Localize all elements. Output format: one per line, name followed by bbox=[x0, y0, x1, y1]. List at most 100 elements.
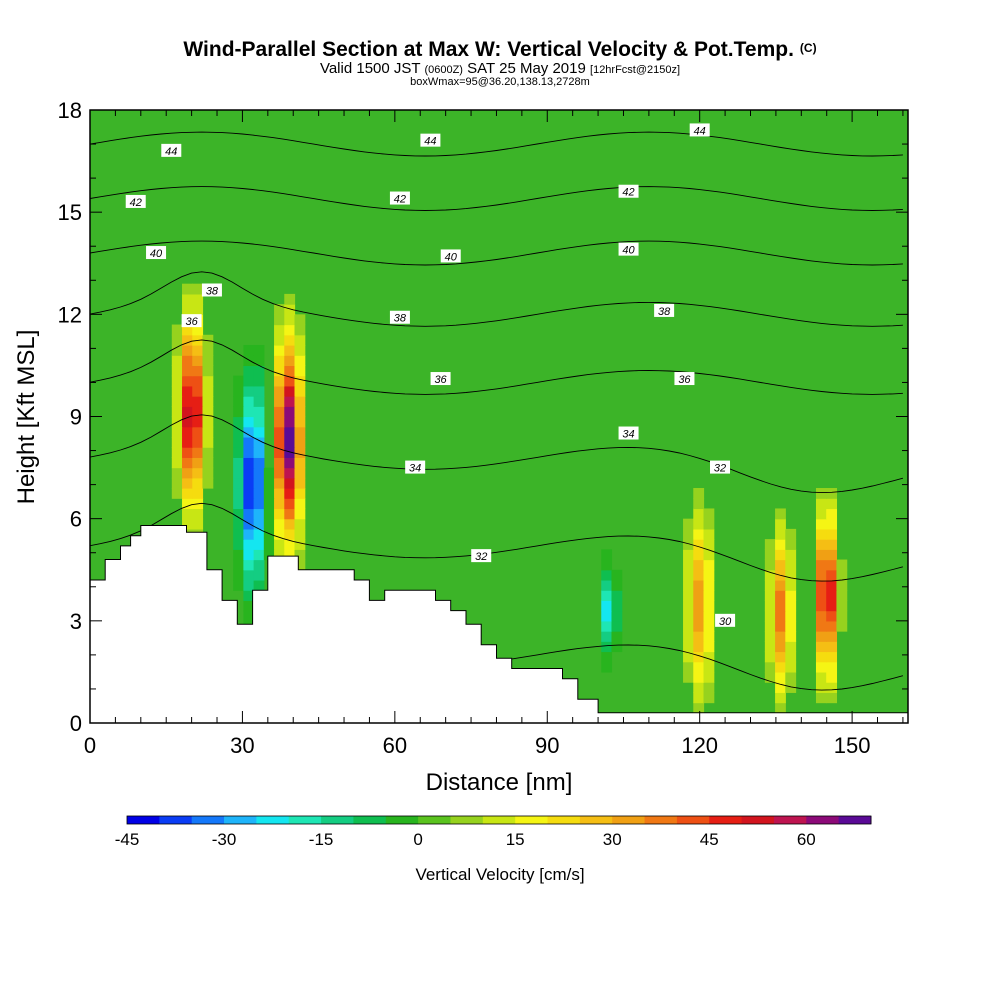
velocity-cell bbox=[192, 293, 204, 305]
velocity-cell bbox=[826, 641, 838, 653]
velocity-cell bbox=[233, 396, 244, 407]
velocity-cell bbox=[693, 579, 705, 591]
y-tick-label: 15 bbox=[58, 200, 82, 225]
velocity-cell bbox=[826, 559, 838, 571]
velocity-cell bbox=[693, 641, 705, 653]
velocity-cell bbox=[171, 457, 183, 469]
velocity-cell bbox=[284, 539, 296, 550]
velocity-cell bbox=[683, 549, 694, 561]
velocity-cell bbox=[703, 569, 715, 581]
velocity-cell bbox=[274, 396, 285, 407]
colorbar-swatch bbox=[418, 816, 451, 824]
velocity-cell bbox=[785, 641, 797, 653]
velocity-cell bbox=[284, 477, 296, 489]
x-tick-label: 30 bbox=[230, 733, 254, 758]
velocity-cell bbox=[274, 518, 285, 530]
colorbar-swatch bbox=[547, 816, 581, 824]
velocity-cell bbox=[683, 600, 694, 612]
velocity-cell bbox=[233, 579, 244, 591]
velocity-cell bbox=[243, 549, 255, 561]
valid-time-line: Valid 1500 JST (0600Z) SAT 25 May 2019 [… bbox=[0, 60, 1000, 77]
velocity-cell bbox=[274, 477, 285, 489]
velocity-cell bbox=[233, 416, 244, 428]
svg-text:42: 42 bbox=[394, 194, 406, 206]
valid-date: SAT 25 May 2019 bbox=[467, 60, 586, 77]
copyright-mark: (C) bbox=[799, 41, 817, 55]
velocity-cell bbox=[703, 692, 715, 704]
velocity-cell bbox=[243, 559, 255, 571]
velocity-cell bbox=[233, 385, 244, 397]
velocity-cell bbox=[826, 631, 838, 642]
velocity-cell bbox=[693, 488, 705, 499]
velocity-cell bbox=[253, 569, 265, 581]
velocity-cell bbox=[836, 569, 848, 581]
velocity-cell bbox=[192, 365, 204, 377]
svg-text:44: 44 bbox=[694, 125, 706, 137]
velocity-cell bbox=[243, 385, 255, 397]
velocity-cell bbox=[233, 528, 244, 540]
colorbar-swatch bbox=[353, 816, 387, 824]
velocity-cell bbox=[775, 600, 786, 612]
velocity-cell bbox=[775, 518, 786, 530]
velocity-cell bbox=[182, 508, 193, 520]
y-tick-label: 0 bbox=[70, 711, 82, 736]
theta-label: 34 bbox=[405, 460, 426, 475]
velocity-cell bbox=[253, 436, 265, 448]
colorbar-swatch bbox=[709, 816, 743, 824]
velocity-cell bbox=[294, 426, 306, 438]
velocity-cell bbox=[693, 631, 705, 642]
velocity-cell bbox=[274, 355, 285, 367]
velocity-cell bbox=[836, 620, 848, 632]
velocity-cell bbox=[601, 661, 613, 673]
velocity-cell bbox=[836, 600, 848, 612]
velocity-cell bbox=[775, 590, 786, 601]
velocity-cell bbox=[284, 528, 296, 540]
velocity-cell bbox=[233, 375, 244, 387]
velocity-cell bbox=[294, 467, 306, 479]
velocity-cell bbox=[815, 671, 827, 683]
velocity-cell bbox=[284, 314, 296, 326]
velocity-cell bbox=[182, 304, 193, 315]
velocity-cell bbox=[785, 610, 797, 622]
velocity-cell bbox=[601, 600, 613, 612]
velocity-cell bbox=[274, 539, 285, 550]
velocity-cell bbox=[703, 590, 715, 601]
velocity-cell bbox=[826, 549, 838, 561]
velocity-cell bbox=[263, 539, 275, 550]
velocity-cell bbox=[192, 355, 204, 367]
velocity-cell bbox=[284, 426, 296, 438]
velocity-cell bbox=[243, 610, 255, 622]
velocity-cell bbox=[202, 375, 214, 387]
theta-contour-40 bbox=[90, 240, 903, 266]
velocity-cell bbox=[785, 631, 797, 642]
velocity-cell bbox=[182, 518, 193, 530]
velocity-cell bbox=[284, 375, 296, 387]
colorbar-swatch bbox=[288, 816, 322, 824]
velocity-cell bbox=[775, 539, 786, 550]
velocity-cell bbox=[243, 436, 255, 448]
velocity-cell bbox=[192, 518, 204, 530]
svg-text:44: 44 bbox=[424, 136, 436, 148]
velocity-cell bbox=[171, 447, 183, 458]
velocity-cell bbox=[243, 579, 255, 591]
velocity-cell bbox=[764, 539, 776, 550]
velocity-cell bbox=[253, 396, 265, 407]
colorbar-swatch bbox=[612, 816, 646, 824]
velocity-cell bbox=[192, 477, 204, 489]
colorbar-tick-label: -15 bbox=[309, 830, 334, 849]
theta-label: 32 bbox=[710, 460, 731, 475]
velocity-cell bbox=[171, 488, 183, 499]
velocity-cell bbox=[693, 682, 705, 693]
velocity-cell bbox=[202, 426, 214, 438]
x-tick-label: 0 bbox=[84, 733, 96, 758]
velocity-cell bbox=[775, 579, 786, 591]
velocity-cell bbox=[764, 661, 776, 673]
velocity-cell bbox=[274, 365, 285, 377]
velocity-cell bbox=[274, 498, 285, 510]
velocity-cell bbox=[693, 600, 705, 612]
velocity-cell bbox=[171, 355, 183, 367]
velocity-cell bbox=[192, 457, 204, 469]
colorbar-swatch bbox=[741, 816, 775, 824]
velocity-cell bbox=[683, 641, 694, 653]
theta-contour-32 bbox=[90, 502, 904, 582]
